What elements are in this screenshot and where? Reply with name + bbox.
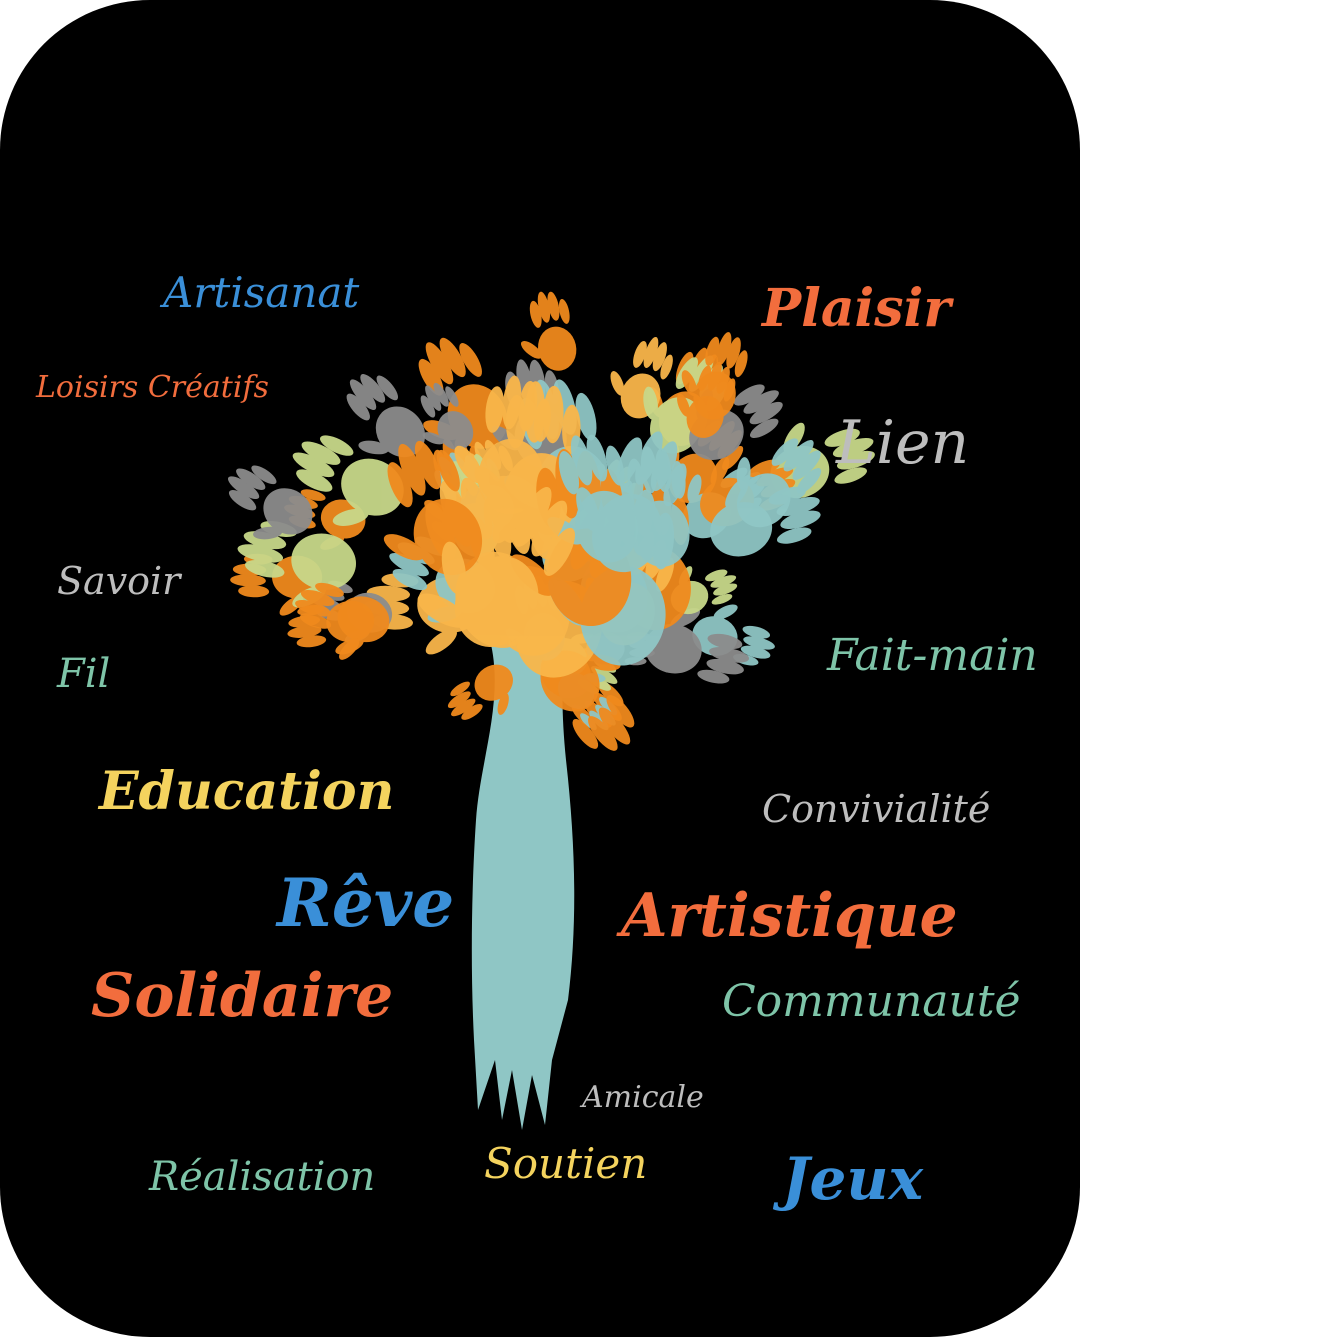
tree-trunk xyxy=(471,640,575,1130)
handprint-39 xyxy=(736,438,822,528)
handprint-61 xyxy=(441,487,576,648)
word-loisirs-creatifs: Loisirs Créatifs xyxy=(36,370,269,405)
handprint-10 xyxy=(520,291,577,371)
word-artisanat: Artisanat xyxy=(163,268,360,317)
word-reve: Rêve xyxy=(277,864,455,942)
handprint-60 xyxy=(547,434,638,563)
handprint-42 xyxy=(540,650,635,751)
word-fil: Fil xyxy=(57,651,111,697)
handprint-35 xyxy=(689,384,783,460)
handprint-29 xyxy=(420,382,474,450)
word-amicale: Amicale xyxy=(582,1080,704,1115)
handprint-33 xyxy=(227,465,313,540)
tree-crown-handprints xyxy=(227,291,875,751)
word-savoir: Savoir xyxy=(57,559,181,603)
word-fait-main: Fait-main xyxy=(827,630,1038,681)
word-solidaire: Solidaire xyxy=(91,961,394,1031)
handprint-43 xyxy=(287,600,375,660)
word-communaute: Communauté xyxy=(722,976,1021,1027)
word-lien: Lien xyxy=(836,408,970,478)
word-education: Education xyxy=(99,761,395,822)
trunk-shape xyxy=(471,640,575,1130)
handprint-31 xyxy=(346,374,426,458)
word-artistique: Artistique xyxy=(621,881,958,951)
handprint-tree-illustration xyxy=(227,291,875,1130)
handprint-2 xyxy=(447,664,513,720)
word-jeux: Jeux xyxy=(782,1145,924,1213)
word-soutien: Soutien xyxy=(484,1139,648,1188)
word-realisation: Réalisation xyxy=(149,1154,376,1200)
handprint-44 xyxy=(677,361,736,438)
handprint-56 xyxy=(383,440,483,576)
word-convivialite: Convivialité xyxy=(762,787,991,831)
word-cloud-panel: Artisanat Plaisir Loisirs Créatifs Lien … xyxy=(0,0,1080,1337)
word-plaisir: Plaisir xyxy=(762,278,951,339)
